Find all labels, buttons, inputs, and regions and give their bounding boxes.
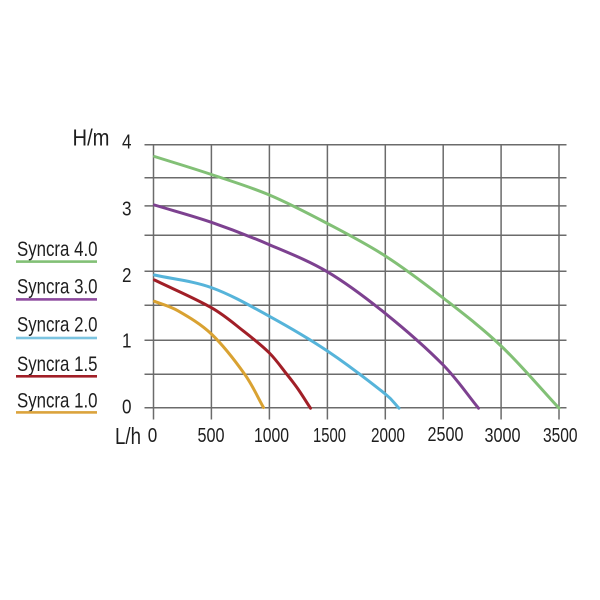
svg-text:Syncra 1.0: Syncra 1.0 bbox=[17, 389, 98, 412]
svg-text:500: 500 bbox=[198, 425, 225, 447]
svg-text:3: 3 bbox=[122, 199, 132, 221]
svg-text:Syncra 1.5: Syncra 1.5 bbox=[17, 353, 98, 376]
svg-text:H/m: H/m bbox=[73, 125, 110, 151]
svg-text:2: 2 bbox=[122, 265, 132, 287]
svg-text:0: 0 bbox=[122, 397, 132, 419]
svg-text:3000: 3000 bbox=[485, 425, 521, 447]
svg-text:Syncra 4.0: Syncra 4.0 bbox=[17, 238, 98, 261]
svg-text:1: 1 bbox=[122, 331, 132, 353]
svg-text:1000: 1000 bbox=[254, 425, 289, 447]
svg-text:L/h: L/h bbox=[115, 423, 141, 449]
svg-text:Syncra 2.0: Syncra 2.0 bbox=[17, 313, 98, 336]
svg-text:2000: 2000 bbox=[371, 425, 405, 447]
svg-text:2500: 2500 bbox=[428, 424, 464, 446]
svg-text:3500: 3500 bbox=[543, 425, 578, 447]
svg-text:0: 0 bbox=[148, 425, 158, 447]
svg-text:Syncra 3.0: Syncra 3.0 bbox=[17, 275, 98, 298]
svg-text:4: 4 bbox=[122, 131, 132, 153]
svg-text:1500: 1500 bbox=[313, 425, 346, 447]
